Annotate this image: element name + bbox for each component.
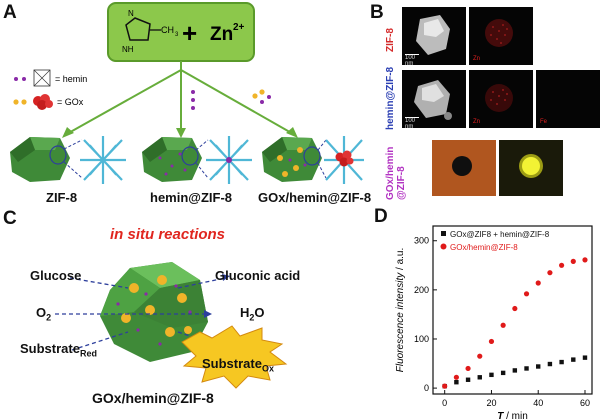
data-point-square	[489, 372, 494, 378]
reactant-substrate-red: SubstrateRed	[20, 341, 97, 359]
data-point-circle	[512, 305, 518, 312]
data-point-square	[454, 380, 459, 385]
n-label: N	[128, 9, 134, 18]
panel-b-letter: B	[370, 2, 384, 23]
panel-a-letter: A	[3, 2, 17, 23]
gox-in-framework-icon	[335, 150, 354, 167]
x-tick-label: 20	[486, 398, 496, 408]
data-point-square	[465, 377, 471, 382]
ch3-sub: 3	[175, 32, 179, 38]
element-label-zn-2: Zn	[473, 119, 481, 125]
data-point-square	[547, 361, 553, 367]
eds-map-fe: Fe	[536, 70, 600, 128]
data-point-square	[571, 357, 576, 362]
x-tick-label: 0	[442, 398, 447, 408]
data-point-circle	[547, 270, 553, 276]
data-point-square	[582, 355, 588, 360]
row-label-zif8: ZIF-8	[385, 28, 396, 52]
eds-map-zn-1: Zn	[469, 7, 533, 65]
ch3-label: CH	[161, 25, 174, 35]
data-point-square	[559, 359, 564, 365]
tem-image-hemin-zif8: 100 nm	[402, 70, 466, 130]
row-label-hemin-zif8: hemin@ZIF-8	[385, 66, 396, 130]
x-axis-label: T / min	[497, 411, 528, 420]
fluorescence-chart: 0 20 40 60 0 100 200 300 T / min Fluorescence int…	[395, 225, 593, 420]
legend-label: GOx@ZIF8 + hemin@ZIF-8	[450, 230, 550, 239]
y-tick-label: 100	[414, 334, 429, 344]
zif8-framework-icon	[80, 136, 126, 184]
data-point-square	[500, 370, 506, 376]
data-point-circle	[488, 338, 495, 345]
legend-label: GOx/hemin@ZIF-8	[450, 243, 518, 252]
legend-marker-square	[441, 231, 446, 236]
data-point-circle	[535, 280, 541, 286]
scale-bar-2: 100 nm	[405, 117, 419, 130]
data-point-circle	[442, 383, 448, 389]
imidazole-ring-icon	[125, 17, 151, 41]
product-label-zif8: ZIF-8	[46, 190, 78, 205]
panel-c-caption: GOx/hemin@ZIF-8	[92, 390, 214, 406]
data-point-circle	[582, 257, 588, 263]
fluorescence-brightfield-image	[432, 140, 496, 196]
gox-hemin-zif8-crystal-icon	[262, 137, 322, 182]
eds-map-zn-2: Zn	[469, 70, 533, 128]
reaction-title: in situ reactions	[110, 226, 226, 243]
data-point-circle	[465, 365, 471, 372]
zn-sup: 2+	[233, 22, 245, 33]
panel-c-graphic	[55, 262, 288, 389]
data-point-square	[524, 366, 529, 371]
product-gluconic-acid: Gluconic acid	[215, 268, 301, 283]
y-tick-label: 0	[424, 383, 429, 393]
substrate-ox-burst	[181, 325, 288, 389]
element-label-fe: Fe	[540, 119, 548, 125]
panel-d-letter: D	[374, 206, 388, 227]
product-label-hemin-zif8: hemin@ZIF-8	[150, 190, 233, 205]
data-point-circle	[559, 262, 565, 268]
plot-frame	[432, 225, 593, 395]
legend-marker-circle	[440, 243, 447, 250]
row-label-gox-hemin-zif8: GOx/hemin @ZIF-8	[385, 146, 407, 200]
panel-a-graphic: N NH CH 3 + Zn 2+ = hemin = GOx	[10, 2, 364, 184]
scale-bar: 100 nm	[405, 54, 419, 67]
product-substrate-ox: SubstrateOx	[202, 356, 274, 374]
hemin-structure-icon	[33, 69, 51, 87]
product-h2o: H2O	[240, 305, 265, 323]
x-tick-label: 40	[533, 398, 543, 408]
zif8-crystal-icon	[10, 137, 70, 182]
panel-c-letter: C	[3, 208, 17, 229]
plus-sign: +	[182, 18, 197, 48]
product-label-gox-hemin-zif8: GOx/hemin@ZIF-8	[258, 190, 372, 205]
data-point-square	[512, 368, 518, 373]
y-axis-label: Fluorescence intensity / a.u.	[395, 248, 406, 373]
data-point-square	[536, 364, 541, 369]
data-point-square	[477, 375, 482, 380]
tem-image-zif8: 100 nm	[402, 7, 466, 67]
reactant-o2: O2	[36, 305, 52, 323]
hemin-zif8-crystal-icon	[142, 137, 202, 182]
reactant-glucose: Glucose	[30, 268, 82, 283]
element-label-zn-1: Zn	[473, 56, 481, 62]
legend-hemin: = hemin	[55, 74, 87, 84]
nh-label: NH	[122, 45, 134, 54]
x-tick-label: 60	[580, 398, 590, 408]
data-point-circle	[500, 322, 506, 328]
legend-gox: = GOx	[57, 97, 84, 107]
y-tick-label: 200	[414, 285, 429, 295]
data-point-circle	[453, 374, 459, 380]
fluorescence-overlay-image	[499, 140, 563, 196]
data-point-circle	[570, 258, 576, 264]
data-point-circle	[523, 291, 530, 297]
y-tick-label: 300	[414, 236, 429, 246]
data-point-circle	[477, 353, 483, 359]
gox-protein-icon	[33, 94, 53, 110]
zn-label: Zn	[210, 24, 233, 45]
